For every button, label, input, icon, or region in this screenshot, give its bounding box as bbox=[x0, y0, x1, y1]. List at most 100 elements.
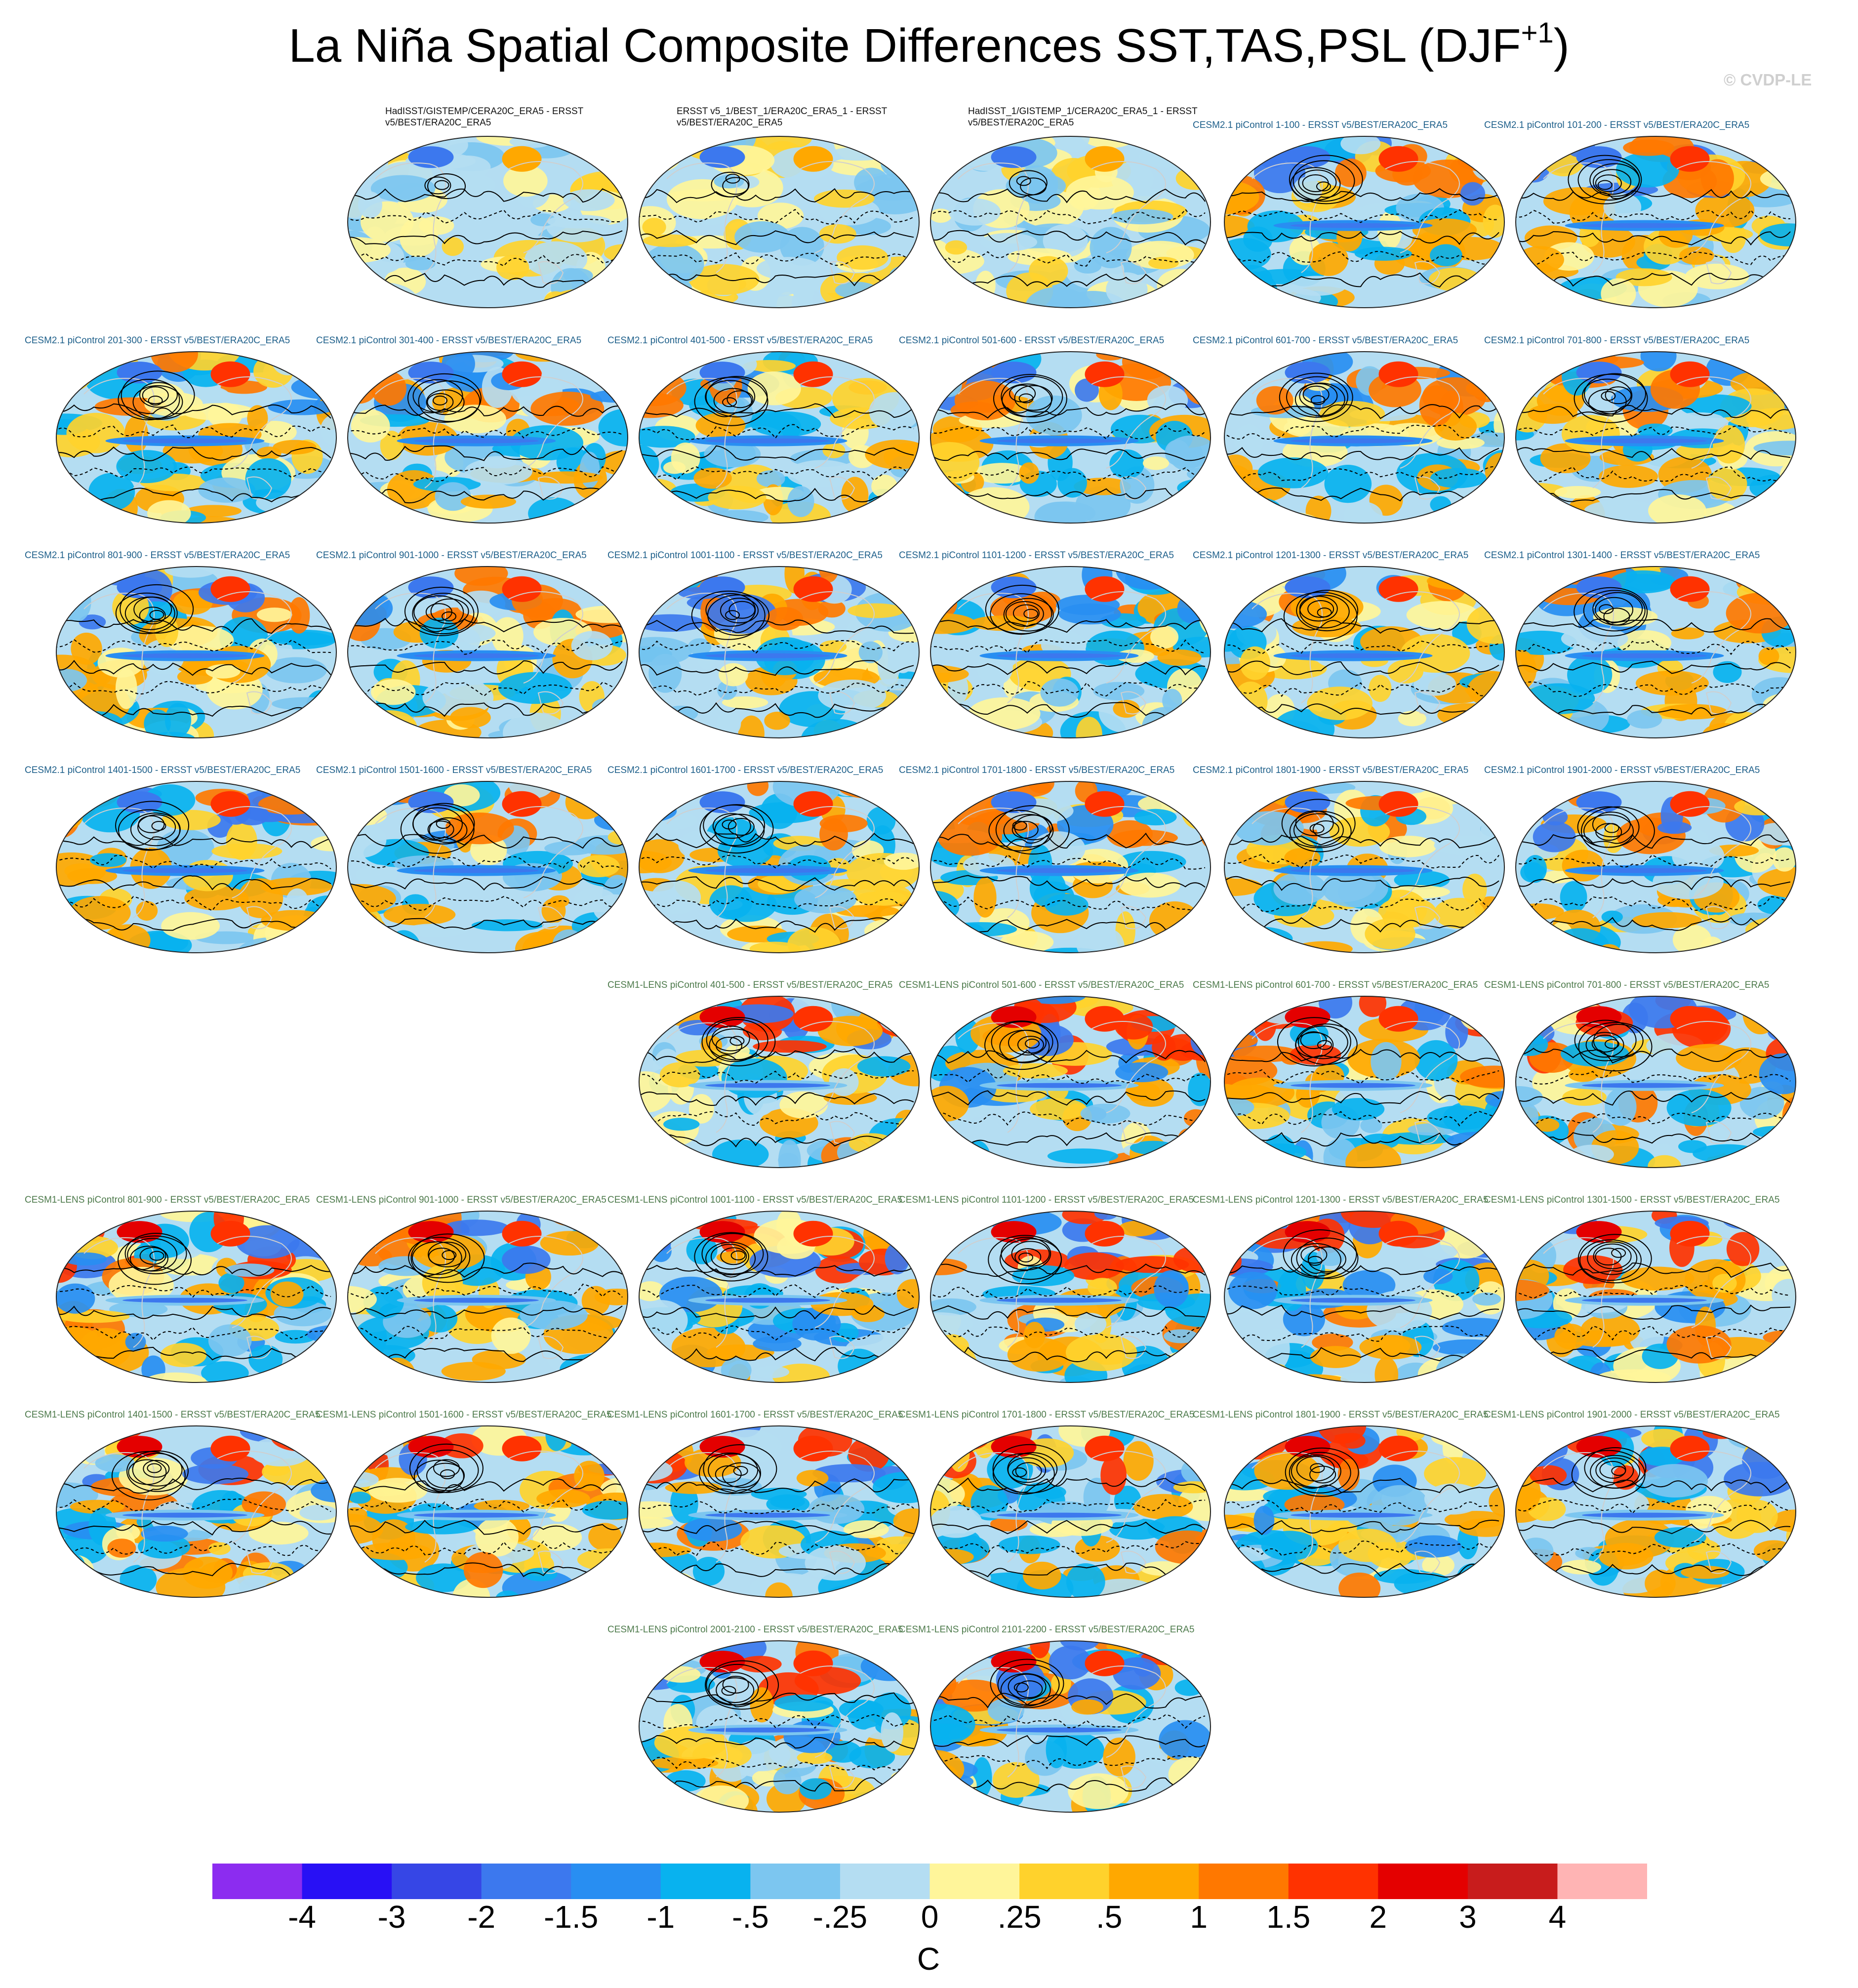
map-border bbox=[347, 351, 628, 524]
anomaly-field bbox=[1224, 136, 1504, 308]
anomaly-field bbox=[1516, 352, 1796, 523]
panel-caption: CESM2.1 piControl 1801-1900 - ERSST v5/B… bbox=[1193, 765, 1469, 775]
panel-caption: CESM1-LENS piControl 801-900 - ERSST v5/… bbox=[25, 1195, 310, 1205]
colorbar-tick-label: -2 bbox=[467, 1899, 496, 1935]
anomaly-field bbox=[348, 781, 628, 953]
map-panel bbox=[930, 1211, 1211, 1383]
figure-title: La Niña Spatial Composite Differences SS… bbox=[0, 19, 1858, 73]
map-border bbox=[639, 996, 920, 1168]
anomaly-field bbox=[1224, 1426, 1504, 1597]
map-panel bbox=[639, 781, 920, 953]
map-panel bbox=[1515, 566, 1796, 738]
map-panel bbox=[1224, 781, 1505, 953]
anomaly-field bbox=[639, 1641, 919, 1812]
panel-caption: CESM2.1 piControl 1001-1100 - ERSST v5/B… bbox=[607, 550, 883, 561]
colorbar-swatch bbox=[212, 1864, 303, 1899]
anomaly-field bbox=[348, 1426, 628, 1597]
map-panel bbox=[347, 1211, 628, 1383]
map-panel bbox=[639, 1640, 920, 1813]
map-border bbox=[1224, 136, 1505, 308]
anomaly-field bbox=[639, 567, 919, 738]
map-panel bbox=[1515, 351, 1796, 524]
colorbar-tick-label: 3 bbox=[1459, 1899, 1477, 1935]
panel-caption: CESM2.1 piControl 1101-1200 - ERSST v5/B… bbox=[899, 550, 1174, 561]
map-panel bbox=[347, 136, 628, 308]
map-panel bbox=[930, 566, 1211, 738]
panel-caption: CESM2.1 piControl 1501-1600 - ERSST v5/B… bbox=[316, 765, 592, 775]
anomaly-field bbox=[1224, 996, 1504, 1168]
panel-caption: CESM2.1 piControl 401-500 - ERSST v5/BES… bbox=[607, 335, 873, 346]
panel-caption: CESM1-LENS piControl 901-1000 - ERSST v5… bbox=[316, 1195, 606, 1205]
anomaly-field bbox=[1224, 1211, 1504, 1382]
colorbar-swatch bbox=[750, 1864, 841, 1899]
anomaly-field bbox=[930, 1641, 1211, 1812]
map-border bbox=[1515, 781, 1796, 953]
colorbar-tick-label: -.25 bbox=[812, 1899, 868, 1935]
panel-caption: CESM2.1 piControl 1601-1700 - ERSST v5/B… bbox=[607, 765, 884, 775]
map-panel bbox=[930, 1425, 1211, 1598]
map-panel bbox=[1224, 1425, 1505, 1598]
map-border bbox=[347, 136, 628, 308]
colorbar-unit: C bbox=[917, 1941, 940, 1977]
anomaly-field bbox=[56, 567, 336, 738]
anomaly-field bbox=[1516, 781, 1796, 953]
colorbar-tick-label: .5 bbox=[1095, 1899, 1123, 1935]
colorbar-tick-label: 2 bbox=[1369, 1899, 1387, 1935]
map-border bbox=[1224, 566, 1505, 738]
colorbar-tick-label: .25 bbox=[997, 1899, 1042, 1935]
anomaly-field bbox=[639, 996, 919, 1168]
map-panel bbox=[56, 351, 337, 524]
map-border bbox=[930, 996, 1211, 1168]
panel-caption: CESM1-LENS piControl 1201-1300 - ERSST v… bbox=[1193, 1195, 1489, 1205]
panel-caption: CESM2.1 piControl 1901-2000 - ERSST v5/B… bbox=[1484, 765, 1760, 775]
map-panel bbox=[1224, 351, 1505, 524]
watermark: © CVDP-LE bbox=[1724, 71, 1812, 89]
panel-caption: CESM1-LENS piControl 1001-1100 - ERSST v… bbox=[607, 1195, 903, 1205]
colorbar-swatch bbox=[481, 1864, 571, 1899]
map-border bbox=[347, 781, 628, 953]
map-panel bbox=[639, 1425, 920, 1598]
map-panel bbox=[1515, 136, 1796, 308]
panel-caption: CESM1-LENS piControl 1401-1500 - ERSST v… bbox=[25, 1410, 321, 1420]
map-panel bbox=[56, 781, 337, 953]
panel-caption: CESM1-LENS piControl 501-600 - ERSST v5/… bbox=[899, 980, 1184, 990]
map-panel bbox=[930, 996, 1211, 1168]
map-border bbox=[930, 1425, 1211, 1598]
map-panel bbox=[639, 136, 920, 308]
anomaly-field bbox=[639, 136, 919, 308]
map-border bbox=[930, 136, 1211, 308]
map-border bbox=[347, 1425, 628, 1598]
map-border bbox=[639, 351, 920, 524]
map-panel bbox=[639, 996, 920, 1168]
anomaly-field bbox=[56, 352, 336, 523]
map-border bbox=[56, 351, 337, 524]
anomaly-field bbox=[56, 1426, 336, 1597]
anomaly-field bbox=[930, 352, 1211, 523]
map-panel bbox=[639, 1211, 920, 1383]
map-panel bbox=[1515, 996, 1796, 1168]
colorbar-swatch bbox=[1109, 1864, 1199, 1899]
colorbar-swatch bbox=[1199, 1864, 1289, 1899]
panel-caption: CESM2.1 piControl 301-400 - ERSST v5/BES… bbox=[316, 335, 582, 346]
panel-caption: CESM2.1 piControl 501-600 - ERSST v5/BES… bbox=[899, 335, 1165, 346]
colorbar-swatch bbox=[1378, 1864, 1468, 1899]
panel-caption: CESM1-LENS piControl 1101-1200 - ERSST v… bbox=[899, 1195, 1194, 1205]
anomaly-field bbox=[348, 352, 628, 523]
map-panel bbox=[347, 781, 628, 953]
panel-caption: CESM1-LENS piControl 1801-1900 - ERSST v… bbox=[1193, 1410, 1489, 1420]
panel-caption: CESM2.1 piControl 801-900 - ERSST v5/BES… bbox=[25, 550, 290, 561]
panel-caption: CESM1-LENS piControl 1601-1700 - ERSST v… bbox=[607, 1410, 903, 1420]
map-border bbox=[1515, 351, 1796, 524]
map-panel bbox=[56, 566, 337, 738]
colorbar-swatch bbox=[660, 1864, 751, 1899]
anomaly-field bbox=[930, 781, 1211, 953]
map-panel bbox=[347, 566, 628, 738]
anomaly-field bbox=[56, 781, 336, 953]
panel-caption: CESM2.1 piControl 701-800 - ERSST v5/BES… bbox=[1484, 335, 1750, 346]
colorbar-tick-label: 4 bbox=[1548, 1899, 1567, 1935]
map-border bbox=[1515, 996, 1796, 1168]
anomaly-field bbox=[1224, 352, 1504, 523]
panel-caption: CESM2.1 piControl 601-700 - ERSST v5/BES… bbox=[1193, 335, 1458, 346]
map-panel bbox=[930, 781, 1211, 953]
anomaly-field bbox=[930, 1426, 1211, 1597]
